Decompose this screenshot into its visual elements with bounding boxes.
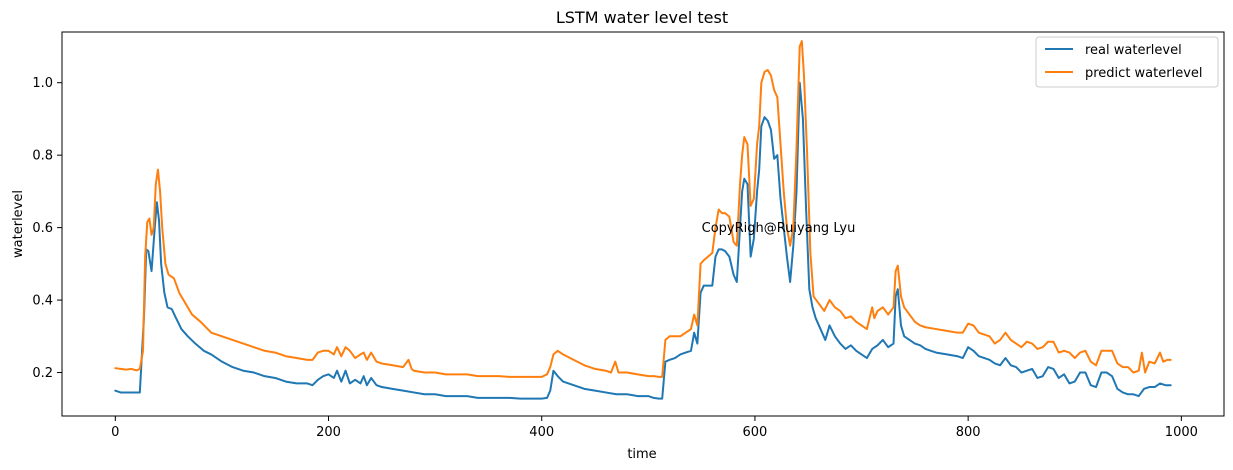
- x-axis: 0 200 400 600 800 1000: [111, 416, 1198, 440]
- y-axis-label: waterlevel: [11, 190, 26, 258]
- y-tick-label: 0.4: [32, 294, 53, 309]
- y-tick-label: 0.6: [32, 221, 53, 236]
- x-axis-label: time: [627, 447, 656, 462]
- x-tick-label: 800: [956, 425, 981, 440]
- y-tick-label: 0.2: [32, 366, 53, 381]
- series-line-predict-waterlevel: [114, 40, 1172, 378]
- legend-box: [1035, 36, 1219, 88]
- x-tick-label: 600: [743, 425, 768, 440]
- y-tick-label: 1.0: [32, 76, 53, 91]
- legend: real waterlevel predict waterlevel: [1035, 36, 1219, 88]
- legend-label-real-waterlevel: real waterlevel: [1085, 43, 1182, 58]
- y-axis: 0.2 0.4 0.6 0.8 1.0: [32, 76, 62, 381]
- plot-area-frame: [61, 31, 1225, 417]
- x-tick-label: 400: [529, 425, 554, 440]
- chart-title: LSTM water level test: [556, 8, 728, 27]
- series-line-real-waterlevel: [114, 81, 1172, 400]
- y-tick-label: 0.8: [32, 149, 53, 164]
- copyright-annotation: CopyRigh@Ruiyang Lyu: [702, 221, 856, 236]
- x-tick-label: 0: [111, 425, 119, 440]
- x-tick-label: 200: [316, 425, 341, 440]
- annotation-layer: CopyRigh@Ruiyang Lyu: [702, 221, 856, 236]
- x-tick-label: 1000: [1165, 425, 1198, 440]
- legend-label-predict-waterlevel: predict waterlevel: [1085, 66, 1203, 81]
- series-layer: [114, 40, 1172, 400]
